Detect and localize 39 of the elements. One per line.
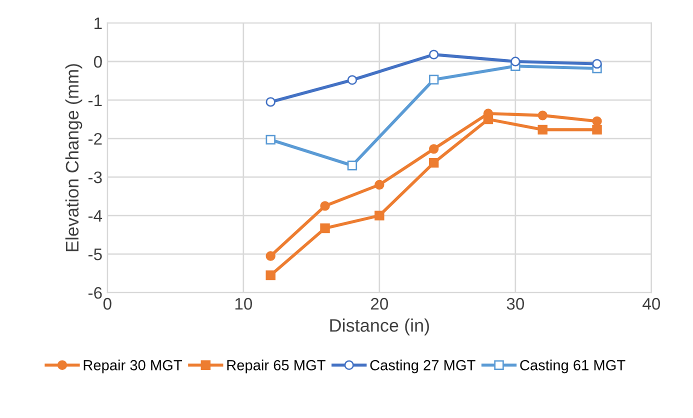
point	[538, 124, 548, 135]
x-tick-label: 30	[506, 298, 524, 310]
point	[592, 58, 602, 69]
x-tick-label: 10	[235, 298, 252, 310]
legend-label: Casting 61 MGT	[520, 360, 626, 374]
point	[347, 75, 358, 85]
x-tick-label: 40	[642, 298, 660, 310]
x-tick-label: 20	[370, 298, 388, 310]
point	[592, 116, 602, 126]
point	[320, 201, 330, 211]
y-tick-label: -4	[88, 210, 102, 222]
y-tick-label: 1	[94, 18, 102, 30]
point	[510, 56, 520, 66]
y-tick-label: -1	[88, 94, 102, 106]
point	[428, 50, 439, 60]
point	[266, 270, 276, 280]
point	[538, 110, 548, 120]
point	[592, 124, 602, 135]
legend-label: Casting 27 MGT	[370, 360, 476, 374]
point	[266, 134, 276, 145]
y-tick-label: 0	[94, 56, 102, 68]
point	[428, 144, 439, 154]
y-tick-label: -5	[88, 248, 102, 260]
point	[320, 223, 330, 234]
y-tick-label: -2	[88, 132, 102, 145]
point	[347, 160, 358, 170]
y-axis-title: Elevation Change (mm)	[65, 64, 82, 252]
point	[374, 210, 384, 220]
x-axis-title: Distance (in)	[330, 318, 429, 336]
point	[428, 158, 439, 168]
point	[428, 74, 439, 84]
x-tick-label: 0	[103, 298, 112, 310]
point	[374, 180, 384, 190]
point	[266, 97, 276, 107]
y-tick-label: -3	[88, 171, 102, 184]
legend-label: Repair 65 MGT	[227, 360, 326, 374]
y-tick-label: -6	[88, 287, 102, 299]
legend-label: Repair 30 MGT	[84, 360, 182, 374]
point	[266, 251, 276, 261]
